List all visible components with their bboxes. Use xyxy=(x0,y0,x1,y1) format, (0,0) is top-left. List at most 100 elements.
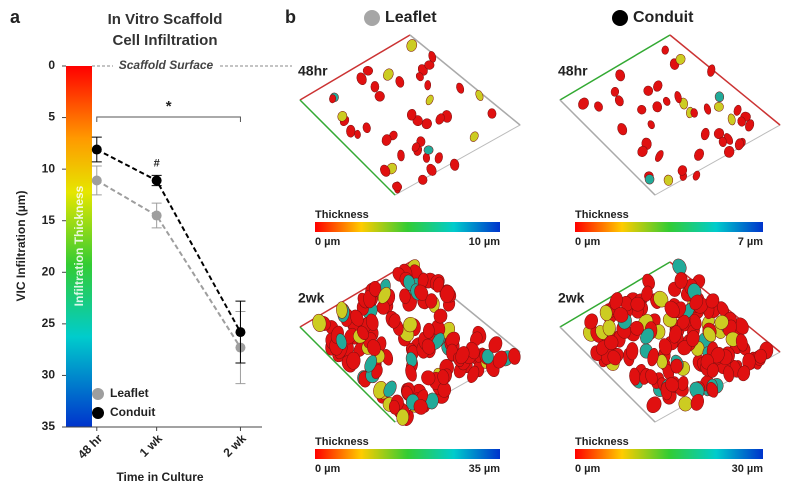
data-point xyxy=(91,175,102,186)
cell-blob xyxy=(424,60,435,70)
cell-blob xyxy=(706,363,719,378)
cell-blob xyxy=(700,127,710,141)
cell-blob xyxy=(599,305,613,321)
cell-blob xyxy=(413,399,428,415)
cell-blob xyxy=(692,170,701,181)
cell-blob xyxy=(367,339,381,357)
cell-blob xyxy=(703,326,717,343)
colorbar-max: 10 µm xyxy=(469,236,501,248)
data-point xyxy=(151,175,162,186)
cell-blob xyxy=(714,315,729,330)
y-tick-label: 10 xyxy=(42,161,56,175)
cell-blob xyxy=(637,145,648,157)
cell-blob xyxy=(734,138,744,151)
cell-blob xyxy=(686,330,700,347)
cell-blob xyxy=(356,72,367,85)
cell-blob xyxy=(614,95,624,107)
cell-blob xyxy=(377,287,392,304)
legend-label: Conduit xyxy=(633,9,694,26)
cell-blob xyxy=(434,152,443,164)
scaffold-edge xyxy=(299,34,411,101)
cell-blob xyxy=(665,377,679,393)
cell-blob xyxy=(737,365,751,382)
cell-blob xyxy=(723,145,735,158)
cell-blob xyxy=(362,66,373,76)
legend-marker xyxy=(612,10,628,26)
cell-blob xyxy=(578,97,589,110)
image-label: 48hr xyxy=(558,63,588,79)
y-tick-label: 25 xyxy=(42,316,56,330)
colorbar-min: 0 µm xyxy=(315,463,341,475)
cell-blob xyxy=(414,284,429,301)
scaffold-edge xyxy=(669,34,781,126)
cell-blob xyxy=(646,396,662,414)
cell-blob xyxy=(675,53,686,65)
cell-blob xyxy=(723,365,735,383)
cell-blob xyxy=(337,111,348,122)
cell-blob xyxy=(329,94,337,104)
y-tick-label: 5 xyxy=(48,110,55,124)
series-line xyxy=(96,179,242,349)
cell-blob xyxy=(405,364,417,382)
cell-blob xyxy=(380,164,391,177)
cell-blob xyxy=(707,64,716,77)
cell-blob xyxy=(661,45,669,55)
cell-blob xyxy=(508,348,521,365)
cell-blob xyxy=(653,80,663,92)
cell-blob xyxy=(615,69,626,82)
cell-blob xyxy=(411,142,420,152)
colorbar xyxy=(575,449,763,459)
cell-blob xyxy=(370,81,380,93)
cell-blob xyxy=(397,149,405,162)
colorbar xyxy=(66,66,92,427)
cell-blob xyxy=(421,370,436,386)
cell-blob xyxy=(395,76,405,88)
x-tick-label: 48 hr xyxy=(75,431,105,461)
cell-blob xyxy=(677,340,692,356)
legend-marker xyxy=(364,10,380,26)
cell-blob xyxy=(689,313,702,331)
cell-blob xyxy=(754,348,767,364)
cell-blob xyxy=(418,174,428,185)
cell-blob xyxy=(662,96,671,106)
cell-blob xyxy=(421,338,436,355)
y-tick-label: 35 xyxy=(42,419,56,433)
cell-blob xyxy=(481,349,494,365)
x-axis-label: Time in Culture xyxy=(116,470,203,484)
colorbar xyxy=(315,222,500,232)
cell-blob xyxy=(690,108,698,118)
cell-blob xyxy=(706,382,719,398)
panel-label: a xyxy=(10,7,21,27)
colorbar xyxy=(315,449,500,459)
y-axis-label: VIC Infiltration (µm) xyxy=(14,191,28,302)
legend-marker xyxy=(92,388,104,400)
cell-blob xyxy=(350,309,364,327)
cell-blob xyxy=(374,91,385,102)
bracket xyxy=(96,116,241,122)
cell-blob xyxy=(735,333,748,352)
scaffold-edge xyxy=(559,34,671,101)
cell-blob xyxy=(643,85,654,96)
cell-blob xyxy=(594,101,603,112)
cell-blob xyxy=(604,335,619,350)
cell-blob xyxy=(653,290,669,308)
annotation: Scaffold Surface xyxy=(119,58,214,72)
y-tick-label: 0 xyxy=(48,58,55,72)
cell-blob xyxy=(366,313,379,331)
cell-blob xyxy=(610,86,620,97)
cell-blob xyxy=(428,51,437,63)
cell-blob xyxy=(647,120,655,130)
cell-blob xyxy=(674,91,682,104)
y-tick-label: 20 xyxy=(42,264,56,278)
cell-blob xyxy=(424,80,432,91)
cell-blob xyxy=(364,355,378,373)
cell-blob xyxy=(488,336,503,353)
cell-blob xyxy=(383,68,394,81)
cell-blob xyxy=(737,116,746,127)
cell-blob xyxy=(388,313,401,329)
cell-blob xyxy=(425,94,434,106)
cell-blob xyxy=(669,325,682,344)
y-tick-label: 30 xyxy=(42,368,56,382)
cell-blob xyxy=(714,101,724,112)
